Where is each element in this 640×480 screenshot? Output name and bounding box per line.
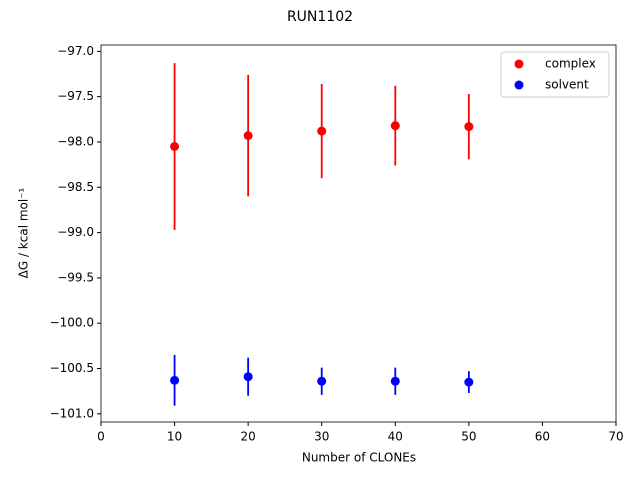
point <box>170 375 180 385</box>
point <box>390 121 400 131</box>
y-tick-label: −100.0 <box>50 316 94 330</box>
point <box>464 122 474 132</box>
point <box>243 372 253 382</box>
x-tick-label: 20 <box>241 430 256 444</box>
x-tick-label: 0 <box>97 430 105 444</box>
y-tick-label: −101.0 <box>50 406 94 420</box>
x-tick-label: 60 <box>535 430 550 444</box>
point <box>464 377 474 387</box>
x-tick-label: 40 <box>388 430 403 444</box>
point <box>170 142 180 151</box>
point <box>390 376 400 386</box>
y-tick-label: −99.5 <box>57 270 94 284</box>
legend-label: complex <box>545 57 596 71</box>
y-tick-label: −97.0 <box>57 44 94 58</box>
point <box>317 376 327 386</box>
x-tick-label: 50 <box>461 430 476 444</box>
x-tick-label: 30 <box>314 430 329 444</box>
point <box>243 131 253 141</box>
y-tick-label: −100.5 <box>50 361 94 375</box>
y-tick-label: −99.0 <box>57 225 94 239</box>
legend-marker <box>514 59 524 69</box>
y-tick-label: −97.5 <box>57 89 94 103</box>
plot-frame <box>100 44 617 423</box>
x-tick-label: 10 <box>167 430 182 444</box>
legend-label: solvent <box>545 78 589 92</box>
x-axis-label: Number of CLONEs <box>302 451 416 465</box>
legend-marker <box>514 80 524 90</box>
x-tick-label: 70 <box>608 430 623 444</box>
y-axis-label: ΔG / kcal mol⁻¹ <box>17 187 31 278</box>
chart-title: RUN1102 <box>287 9 353 25</box>
point <box>317 126 327 136</box>
y-tick-label: −98.5 <box>57 180 94 194</box>
y-tick-label: −98.0 <box>57 134 94 148</box>
legend-box <box>500 51 610 98</box>
